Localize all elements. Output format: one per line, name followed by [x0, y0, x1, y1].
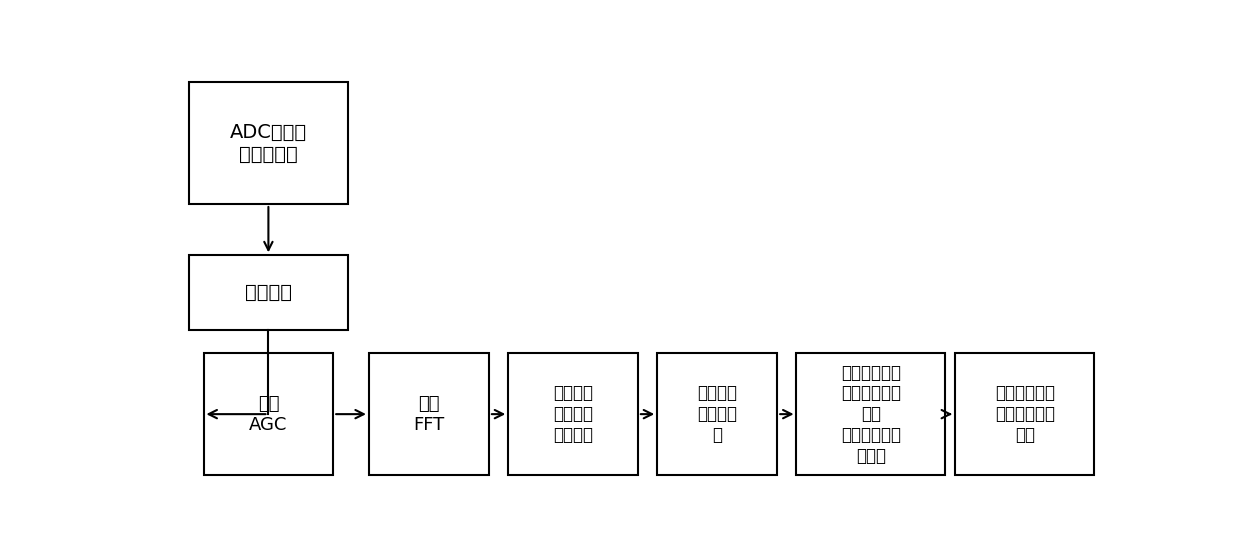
Bar — [657, 353, 777, 475]
Text: 两个符号的相
位差计算小数
频偏: 两个符号的相 位差计算小数 频偏 — [994, 384, 1055, 444]
Bar — [190, 83, 347, 204]
Bar — [368, 353, 489, 475]
Text: 时域
AGC: 时域 AGC — [249, 395, 288, 434]
Bar — [190, 255, 347, 330]
Text: 提取导频上的
子载波信号，
进行
整数频偏计算
和调整: 提取导频上的 子载波信号， 进行 整数频偏计算 和调整 — [841, 363, 901, 465]
Bar — [508, 353, 637, 475]
Bar — [203, 353, 334, 475]
Bar — [955, 353, 1095, 475]
Text: 同步定时: 同步定时 — [244, 283, 291, 302]
Bar — [796, 353, 945, 475]
Text: ADC采集以
及滤波抽取: ADC采集以 及滤波抽取 — [229, 123, 308, 164]
Text: 削除子载
波上的干
扰: 削除子载 波上的干 扰 — [697, 384, 738, 444]
Text: 有用频带
子载波信
号的提取: 有用频带 子载波信 号的提取 — [553, 384, 593, 444]
Text: 并行
FFT: 并行 FFT — [413, 395, 444, 434]
